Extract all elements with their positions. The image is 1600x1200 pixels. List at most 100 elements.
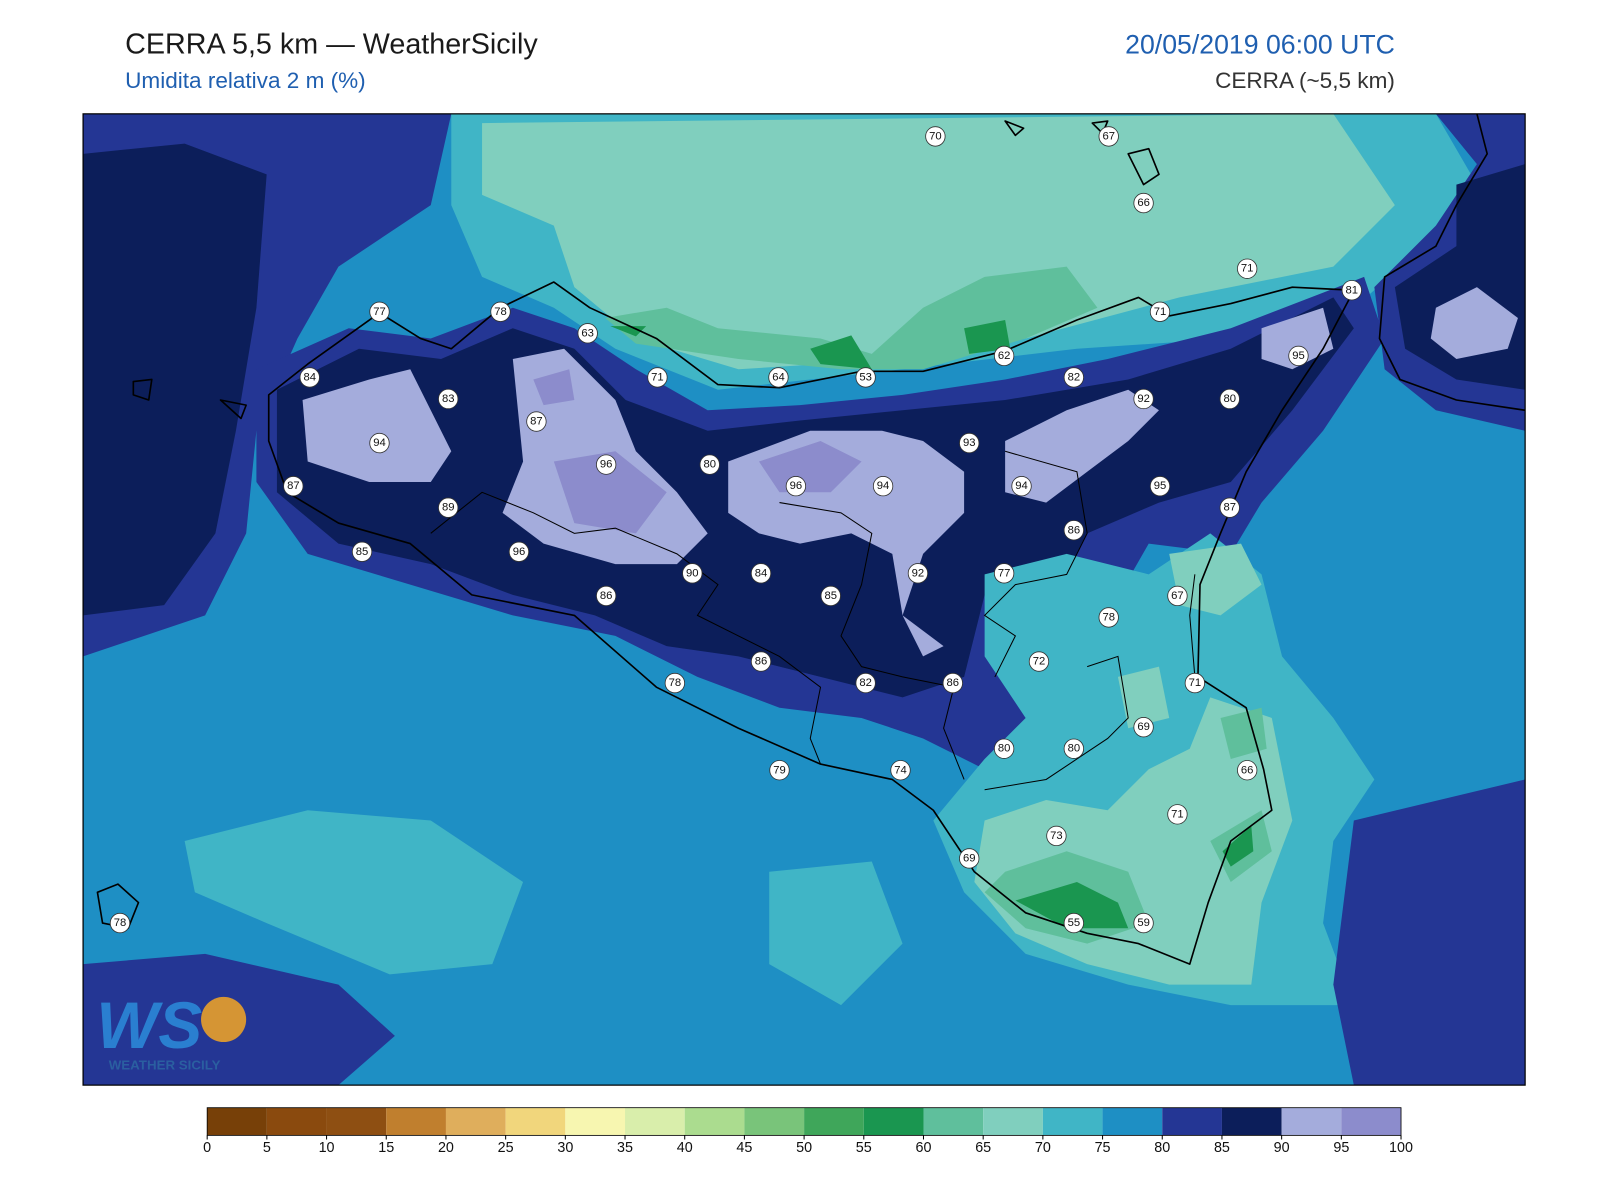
station-marker: [1288, 345, 1309, 367]
station-marker: [890, 760, 911, 781]
station-marker: [769, 760, 790, 781]
station-value: 84: [303, 371, 316, 383]
colorbar-tick-label: 15: [378, 1140, 394, 1156]
colorbar-tick-label: 45: [736, 1140, 752, 1156]
station-marker: [1237, 760, 1258, 781]
station-marker: [959, 848, 980, 869]
station-value: 71: [651, 371, 664, 383]
station-value: 86: [947, 677, 960, 689]
station-layer: 70 67 66 71 81 71 77 78 63 95 62 84 71 64 53 82 92 80 83 87…: [109, 126, 1362, 934]
colorbar-segment: [983, 1107, 1043, 1136]
station-value: 90: [686, 567, 699, 579]
station-value: 78: [494, 306, 507, 318]
colorbar-tick-label: 5: [263, 1140, 271, 1156]
station-marker: [993, 345, 1015, 367]
station-value: 94: [877, 480, 890, 492]
station-marker: [993, 738, 1015, 759]
colorbar-tick-label: 85: [1214, 1140, 1230, 1156]
station-value: 87: [530, 416, 543, 428]
station-marker: [1167, 804, 1188, 825]
station-marker: [1167, 585, 1188, 607]
station-marker: [855, 672, 876, 694]
station-marker: [768, 367, 789, 388]
station-marker: [1133, 192, 1154, 214]
station-value: 62: [998, 350, 1011, 362]
station-marker: [699, 454, 720, 475]
map: 70 67 66 71 81 71 77 78 63 95 62 84 71 64 53 82 92 80 83 87…: [83, 113, 1526, 1086]
colorbar-segment: [565, 1107, 626, 1136]
colorbar-tick-label: 95: [1333, 1140, 1349, 1156]
colorbar-segment: [266, 1107, 327, 1136]
station-marker: [907, 563, 929, 584]
station-value: 96: [600, 459, 613, 471]
station-value: 78: [1102, 611, 1115, 623]
station-value: 92: [1137, 393, 1150, 405]
station-marker: [1219, 497, 1240, 518]
station-marker: [1133, 717, 1154, 738]
station-value: 86: [755, 656, 768, 668]
colorbar-segment: [326, 1107, 387, 1136]
colorbar-segment: [207, 1107, 267, 1136]
station-value: 86: [600, 590, 613, 602]
station-value: 87: [287, 480, 300, 492]
field-55: [1015, 825, 1254, 929]
colorbar-tick-label: 75: [1095, 1140, 1111, 1156]
field-65: [482, 113, 1395, 370]
station-value: 85: [825, 590, 838, 602]
logo: WS WEATHER SICILY: [96, 989, 247, 1073]
station-value: 55: [1068, 917, 1081, 929]
colorbar-segment: [505, 1107, 566, 1136]
station-marker: [682, 563, 703, 584]
station-marker: [1184, 672, 1206, 694]
title: CERRA 5,5 km — WeatherSicily: [125, 28, 538, 60]
station-marker: [664, 672, 686, 694]
station-value: 86: [1068, 524, 1081, 536]
station-value: 80: [1068, 743, 1081, 755]
station-value: 71: [1154, 306, 1167, 318]
station-marker: [438, 497, 459, 518]
colorbar-segment: [744, 1107, 805, 1136]
station-value: 83: [442, 393, 455, 405]
province-border: [430, 450, 1196, 791]
map-frame: [82, 113, 1526, 1086]
station-value: 92: [912, 567, 925, 579]
station-value: 70: [929, 130, 942, 142]
coastline: [267, 281, 1355, 965]
station-marker: [369, 432, 390, 454]
station-value: 80: [1223, 393, 1236, 405]
station-value: 93: [963, 437, 976, 449]
station-marker: [109, 912, 131, 934]
station-marker: [1063, 912, 1084, 934]
field-95: [533, 369, 862, 534]
station-marker: [369, 301, 390, 322]
colorbar-tick-label: 35: [617, 1140, 633, 1156]
station-marker: [438, 388, 459, 410]
colorbar-segment: [1162, 1107, 1222, 1136]
colorbar-tick-label: 30: [557, 1140, 573, 1156]
colorbar-segment: [1281, 1107, 1342, 1136]
station-marker: [526, 411, 547, 432]
station-marker: [577, 323, 598, 344]
station-marker: [1063, 738, 1084, 759]
colorbar-segment: [684, 1107, 745, 1136]
station-marker: [508, 541, 530, 562]
station-value: 80: [703, 459, 716, 471]
colorbar-tick-label: 50: [796, 1140, 812, 1156]
field-85: [83, 143, 267, 616]
colorbar-segment: [804, 1107, 864, 1136]
coastline: [1378, 113, 1526, 412]
colorbar-segment: [445, 1107, 506, 1136]
station-value: 74: [894, 764, 907, 776]
station-marker: [1063, 367, 1084, 388]
station-value: 80: [998, 743, 1011, 755]
station-marker: [1028, 651, 1050, 672]
colorbar-tick-label: 10: [319, 1140, 335, 1156]
model: CERRA (~5,5 km): [1215, 68, 1395, 93]
colorbar-tick-label: 90: [1274, 1140, 1290, 1156]
colorbar-tick-label: 60: [916, 1140, 932, 1156]
station-value: 81: [1346, 284, 1359, 296]
colorbar-tick-label: 40: [677, 1140, 693, 1156]
field-60: [984, 707, 1272, 944]
station-marker: [299, 367, 320, 388]
